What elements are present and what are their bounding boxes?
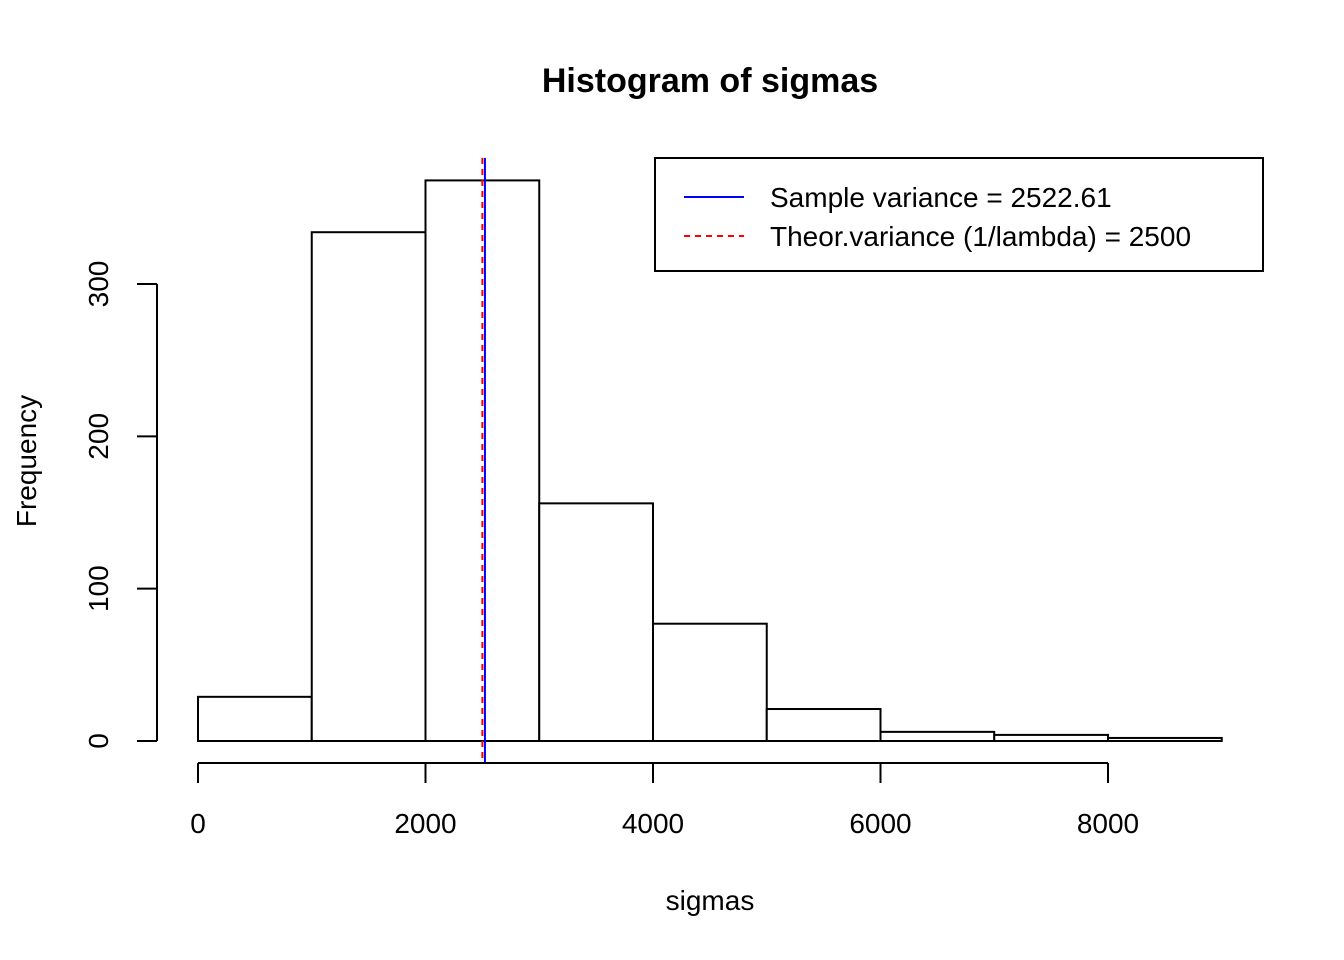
x-tick-label-1: 2000 — [394, 808, 456, 839]
x-axis: 0 2000 4000 6000 8000 — [190, 762, 1139, 839]
histogram-bar-0 — [197, 695, 313, 742]
histogram-bar-6 — [879, 730, 996, 742]
histogram-bar-5 — [765, 708, 882, 743]
x-axis-label: sigmas — [666, 885, 755, 916]
y-axis-label: Frequency — [11, 395, 42, 527]
legend-label-1: Theor.variance (1/lambda) = 2500 — [770, 221, 1191, 252]
legend-label-0: Sample variance = 2522.61 — [770, 182, 1112, 213]
y-tick-label-3: 300 — [83, 261, 114, 308]
histogram-bar-8 — [1107, 736, 1223, 742]
x-tick-label-0: 0 — [190, 808, 206, 839]
x-tick-label-4: 8000 — [1077, 808, 1139, 839]
y-tick-label-2: 200 — [83, 413, 114, 460]
histogram-bar-3 — [538, 502, 654, 742]
legend-box — [654, 157, 1264, 272]
histogram-bar-4 — [652, 622, 768, 742]
legend: Sample variance = 2522.61 Theor.variance … — [654, 157, 1264, 272]
x-tick-label-2: 4000 — [622, 808, 684, 839]
y-axis: 0 100 200 300 — [83, 261, 158, 749]
histogram-bar-7 — [993, 733, 1109, 743]
chart-title: Histogram of sigmas — [542, 62, 878, 100]
y-tick-label-1: 100 — [83, 565, 114, 612]
histogram-bar-1 — [310, 231, 427, 742]
x-tick-label-3: 6000 — [849, 808, 911, 839]
y-tick-label-0: 0 — [83, 733, 114, 749]
vlines-group — [481, 158, 486, 762]
